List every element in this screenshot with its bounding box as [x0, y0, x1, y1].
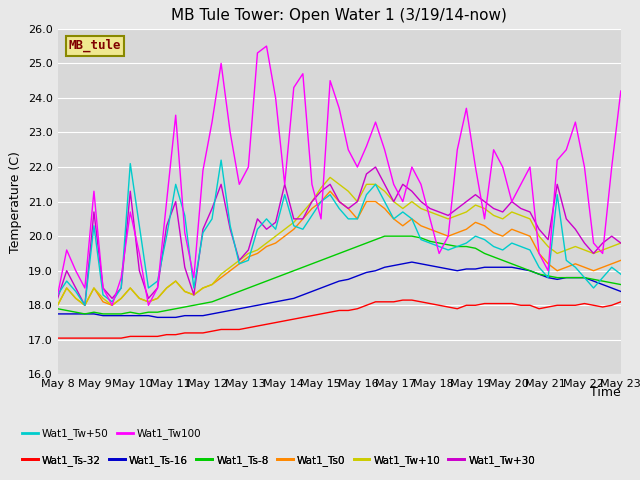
Text: MB_tule: MB_tule — [69, 39, 122, 52]
Text: Time: Time — [590, 386, 621, 399]
Legend: Wat1_Ts-32, Wat1_Ts-16, Wat1_Ts-8, Wat1_Ts0, Wat1_Tw+10, Wat1_Tw+30: Wat1_Ts-32, Wat1_Ts-16, Wat1_Ts-8, Wat1_… — [18, 451, 539, 470]
Title: MB Tule Tower: Open Water 1 (3/19/14-now): MB Tule Tower: Open Water 1 (3/19/14-now… — [172, 9, 507, 24]
Y-axis label: Temperature (C): Temperature (C) — [10, 151, 22, 252]
Legend: Wat1_Tw+50, Wat1_Tw100: Wat1_Tw+50, Wat1_Tw100 — [18, 424, 205, 444]
